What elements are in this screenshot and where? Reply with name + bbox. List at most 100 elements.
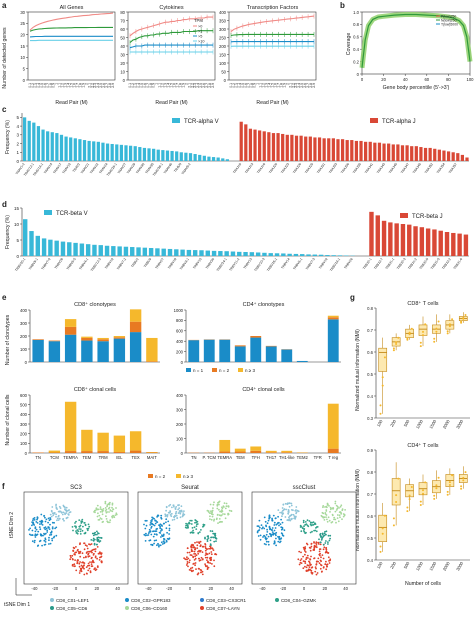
- panel-d-legend-j-swatch: [400, 213, 408, 218]
- panel-f-point: [206, 538, 209, 541]
- panel-d-bar-j: [407, 224, 412, 256]
- panel-f-point: [183, 557, 186, 559]
- panel-b-xtick-label: 20: [381, 77, 386, 82]
- panel-e-cd8-cells-bar-n3: [97, 432, 109, 452]
- panel-f-point: [86, 545, 88, 547]
- panel-c-bar-j: [373, 142, 377, 161]
- panel-f-point: [207, 510, 210, 512]
- panel-f-point: [188, 551, 191, 554]
- panel-f-point: [273, 529, 276, 532]
- panel-f-point: [50, 533, 53, 536]
- panel-e-cd8-cells-ytick-label: 400: [20, 412, 28, 417]
- panel-f-point: [104, 502, 107, 505]
- panel-e-cd4-clonotypes-bar-n1: [203, 339, 215, 362]
- panel-f-point: [202, 525, 205, 527]
- panel-f-point: [317, 557, 320, 560]
- panel-f-point: [194, 548, 196, 551]
- panel-f-point: [67, 513, 70, 515]
- panel-f-point: [202, 523, 205, 526]
- panel-f-point: [150, 520, 152, 522]
- panel-f-point: [196, 541, 198, 543]
- panel-a-xtick-label: 0.1: [128, 83, 132, 88]
- panel-f-point: [194, 564, 197, 567]
- panel-f-point: [201, 570, 204, 573]
- panel-f-point: [31, 540, 34, 543]
- panel-f-point: [304, 546, 307, 548]
- panel-a-xtick-label: 2: [84, 83, 88, 85]
- panel-f-point: [69, 558, 72, 561]
- panel-c-bar-j: [304, 136, 308, 161]
- panel-g-bottom-point: [433, 497, 436, 500]
- panel-f-point: [171, 506, 173, 509]
- panel-c-bar-v: [179, 152, 183, 161]
- panel-f-point: [145, 519, 148, 522]
- panel-f-point: [275, 523, 278, 526]
- panel-f-point: [32, 519, 34, 522]
- panel-f-point: [174, 508, 177, 510]
- panel-d-xtick-label: TRBV2: [130, 257, 139, 268]
- panel-g-top-point: [410, 327, 413, 330]
- panel-e-cd8-cells-bar-n2: [113, 452, 126, 453]
- panel-d-bar-v: [148, 248, 154, 256]
- panel-f-point: [223, 506, 225, 508]
- panel-g-bottom-xtick-label: 2000: [442, 560, 451, 571]
- panel-a-series-line-1-1: [129, 30, 213, 44]
- panel-g-bottom-point: [410, 486, 413, 488]
- panel-f-point: [87, 564, 89, 567]
- panel-f-legend-swatch: [125, 606, 129, 610]
- panel-f-point: [71, 526, 74, 528]
- panel-g-top-point: [397, 336, 400, 339]
- panel-f-point: [214, 534, 216, 536]
- panel-e-cd8-clonotypes-bar-n1: [129, 332, 142, 362]
- panel-f-point: [273, 524, 276, 526]
- panel-f-point: [51, 526, 54, 528]
- panel-d-bar-v: [287, 253, 292, 256]
- panel-f-point: [280, 532, 283, 535]
- panel-f-point: [263, 527, 266, 530]
- panel-c-bar-j: [465, 157, 469, 161]
- panel-f-legend-swatch: [275, 598, 279, 602]
- panel-g-top-point: [464, 314, 467, 316]
- panel-f-point: [59, 507, 62, 509]
- panel-f-point: [327, 534, 330, 537]
- panel-f-point: [59, 510, 61, 513]
- panel-f-point: [197, 532, 200, 534]
- panel-f-point: [306, 543, 309, 546]
- panel-f-point: [46, 529, 49, 532]
- panel-c-xtick-label: TRAJ57: [448, 162, 458, 174]
- panel-f-point: [91, 549, 94, 552]
- panel-f-point: [310, 543, 313, 545]
- panel-f-point: [46, 531, 49, 533]
- panel-f-point: [98, 541, 101, 543]
- panel-d-bar-v: [161, 248, 166, 256]
- panel-f-point: [45, 527, 48, 530]
- panel-a-2-ytick-label: 50: [221, 69, 226, 74]
- panel-f-point: [115, 513, 118, 516]
- panel-f-point: [191, 550, 194, 552]
- panel-e-cd8-clonotypes-ytick-label: 200: [20, 334, 28, 339]
- panel-f-point: [55, 526, 58, 529]
- panel-g-letter: g: [350, 293, 355, 302]
- panel-f-point: [43, 514, 46, 517]
- panel-f-point: [200, 556, 203, 559]
- panel-d-bar-v: [205, 250, 210, 256]
- panel-c-bar-v: [142, 147, 147, 161]
- panel-d-xtick-label: TRBV30: [205, 257, 216, 270]
- panel-f-xtick-label: -40: [259, 586, 266, 591]
- panel-f-point: [225, 505, 228, 508]
- panel-a-xtick-label: 2.5: [199, 83, 203, 88]
- panel-f-point: [111, 502, 114, 505]
- panel-f-point: [83, 548, 86, 551]
- panel-d-bar-v: [174, 249, 179, 256]
- panel-e-cd4-cells-bar-n3: [281, 450, 293, 453]
- panel-f-point: [230, 510, 233, 512]
- panel-f-point: [259, 538, 262, 541]
- panel-f-point: [85, 572, 88, 575]
- panel-f-point: [271, 519, 274, 522]
- panel-f-point: [40, 513, 43, 516]
- panel-f-point: [188, 559, 191, 562]
- panel-e-letter: e: [2, 293, 7, 302]
- panel-e-cd8-cells-xtick-label: MAIT: [147, 455, 157, 460]
- panel-b-xlabel: Gene body percentile (5'->3'): [383, 85, 450, 91]
- panel-e-cd4-cells-bar-n3: [327, 403, 339, 449]
